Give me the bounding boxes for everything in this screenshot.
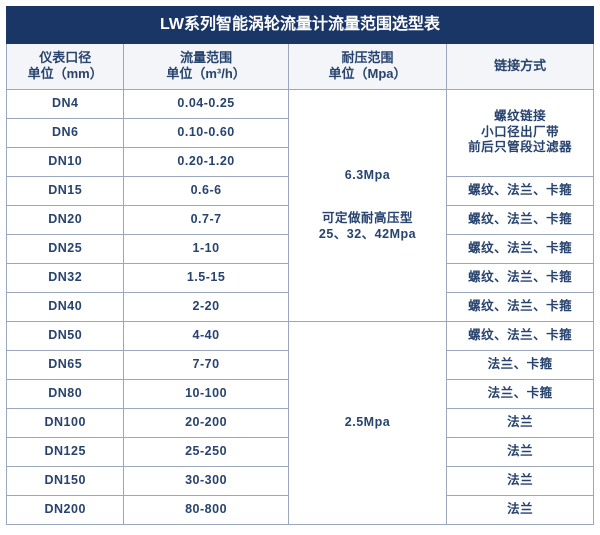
dn-cell: DN200 [7, 495, 124, 524]
dn-cell: DN25 [7, 234, 124, 263]
connection-cell: 螺纹、法兰、卡箍 [447, 263, 594, 292]
connection-cell: 法兰 [447, 437, 594, 466]
conn-line: 螺纹链接 [494, 109, 546, 123]
header-label: 单位（m³/h） [166, 66, 245, 81]
dn-cell: DN10 [7, 147, 124, 176]
range-cell: 0.6-6 [124, 176, 288, 205]
header-flow-range: 流量范围 单位（m³/h） [124, 44, 288, 90]
dn-cell: DN40 [7, 292, 124, 321]
range-cell: 0.10-0.60 [124, 118, 288, 147]
header-row: 仪表口径 单位（mm） 流量范围 单位（m³/h） 耐压范围 单位（Mpa） 链… [7, 44, 594, 90]
connection-cell: 螺纹、法兰、卡箍 [447, 234, 594, 263]
dn-cell: DN6 [7, 118, 124, 147]
dn-cell: DN32 [7, 263, 124, 292]
pressure-note: 可定做耐高压型 [291, 211, 444, 227]
range-cell: 4-40 [124, 321, 288, 350]
range-cell: 10-100 [124, 379, 288, 408]
dn-cell: DN15 [7, 176, 124, 205]
connection-cell: 螺纹、法兰、卡箍 [447, 292, 594, 321]
header-pressure: 耐压范围 单位（Mpa） [288, 44, 446, 90]
connection-cell: 法兰、卡箍 [447, 379, 594, 408]
dn-cell: DN100 [7, 408, 124, 437]
header-diameter: 仪表口径 单位（mm） [7, 44, 124, 90]
dn-cell: DN80 [7, 379, 124, 408]
range-cell: 25-250 [124, 437, 288, 466]
pressure-value: 2.5Mpa [345, 415, 390, 429]
pressure-value: 6.3Mpa [345, 168, 390, 182]
connection-cell: 螺纹、法兰、卡箍 [447, 321, 594, 350]
dn-cell: DN125 [7, 437, 124, 466]
dn-cell: DN50 [7, 321, 124, 350]
connection-cell-small: 螺纹链接 小口径出厂带 前后只管段过滤器 [447, 89, 594, 176]
dn-cell: DN65 [7, 350, 124, 379]
connection-cell: 螺纹、法兰、卡箍 [447, 205, 594, 234]
header-label: 链接方式 [494, 58, 546, 73]
connection-cell: 螺纹、法兰、卡箍 [447, 176, 594, 205]
title-row: LW系列智能涡轮流量计流量范围选型表 [7, 7, 594, 44]
table-row: DN4 0.04-0.25 6.3Mpa 可定做耐高压型 25、32、42Mpa… [7, 89, 594, 118]
range-cell: 0.04-0.25 [124, 89, 288, 118]
range-cell: 1-10 [124, 234, 288, 263]
table-title: LW系列智能涡轮流量计流量范围选型表 [7, 7, 594, 44]
table-row: DN50 4-40 2.5Mpa 螺纹、法兰、卡箍 [7, 321, 594, 350]
header-connection: 链接方式 [447, 44, 594, 90]
range-cell: 0.20-1.20 [124, 147, 288, 176]
range-cell: 0.7-7 [124, 205, 288, 234]
range-cell: 80-800 [124, 495, 288, 524]
pressure-note: 25、32、42Mpa [319, 227, 416, 241]
connection-cell: 法兰 [447, 408, 594, 437]
range-cell: 2-20 [124, 292, 288, 321]
selection-table: LW系列智能涡轮流量计流量范围选型表 仪表口径 单位（mm） 流量范围 单位（m… [6, 6, 594, 525]
dn-cell: DN20 [7, 205, 124, 234]
range-cell: 20-200 [124, 408, 288, 437]
range-cell: 7-70 [124, 350, 288, 379]
header-label: 单位（mm） [28, 66, 103, 81]
pressure-cell-1: 6.3Mpa 可定做耐高压型 25、32、42Mpa [288, 89, 446, 321]
conn-line: 小口径出厂带 [481, 125, 559, 139]
range-cell: 1.5-15 [124, 263, 288, 292]
header-label: 仪表口径 [39, 50, 91, 65]
dn-cell: DN4 [7, 89, 124, 118]
header-label: 流量范围 [180, 50, 232, 65]
connection-cell: 法兰、卡箍 [447, 350, 594, 379]
connection-cell: 法兰 [447, 495, 594, 524]
header-label: 单位（Mpa） [328, 66, 406, 81]
header-label: 耐压范围 [341, 50, 393, 65]
connection-cell: 法兰 [447, 466, 594, 495]
range-cell: 30-300 [124, 466, 288, 495]
pressure-cell-2: 2.5Mpa [288, 321, 446, 524]
dn-cell: DN150 [7, 466, 124, 495]
conn-line: 前后只管段过滤器 [468, 140, 572, 154]
